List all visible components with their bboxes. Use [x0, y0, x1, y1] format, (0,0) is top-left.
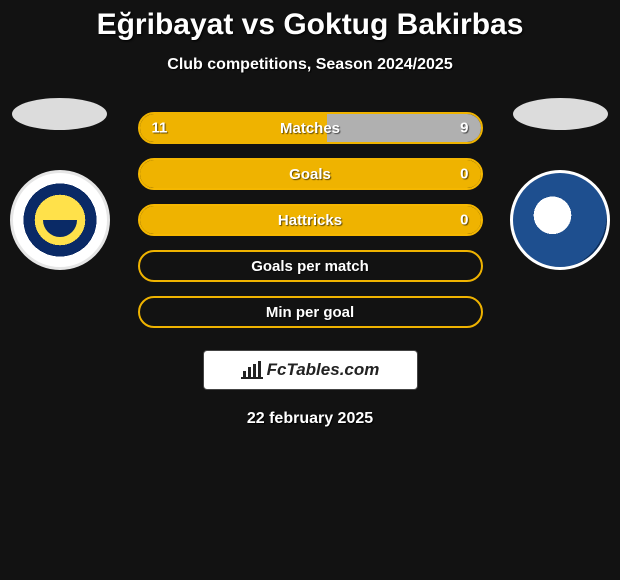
player-left-silhouette	[12, 98, 107, 130]
stats-area: 11 Matches 9 Goals 0 Hattricks 0 Goa	[0, 112, 620, 428]
stat-value-right: 0	[460, 166, 468, 183]
stat-value-right: 9	[460, 120, 468, 137]
bar-chart-icon	[241, 361, 263, 379]
page-title: Eğribayat vs Goktug Bakirbas	[0, 8, 620, 42]
stat-rows: 11 Matches 9 Goals 0 Hattricks 0 Goa	[138, 112, 483, 328]
stat-value-left: 11	[152, 120, 168, 137]
stat-label: Hattricks	[278, 212, 342, 229]
stat-fill-right	[327, 114, 480, 142]
stat-row-min-per-goal: Min per goal	[138, 296, 483, 328]
date-label: 22 february 2025	[0, 410, 620, 428]
stat-row-hattricks: Hattricks 0	[138, 204, 483, 236]
stat-label: Goals	[289, 166, 331, 183]
stat-value-right: 0	[460, 212, 468, 229]
club-badge-left-icon	[10, 170, 110, 270]
stat-row-goals: Goals 0	[138, 158, 483, 190]
brand-label: FcTables.com	[267, 360, 380, 380]
subtitle: Club competitions, Season 2024/2025	[0, 56, 620, 74]
stat-row-matches: 11 Matches 9	[138, 112, 483, 144]
stat-label: Min per goal	[266, 304, 354, 321]
stat-label: Goals per match	[251, 258, 369, 275]
stat-label: Matches	[280, 120, 340, 137]
player-right-silhouette	[513, 98, 608, 130]
stat-row-goals-per-match: Goals per match	[138, 250, 483, 282]
brand-box[interactable]: FcTables.com	[203, 350, 418, 390]
comparison-card: Eğribayat vs Goktug Bakirbas Club compet…	[0, 0, 620, 428]
club-badge-right-icon	[510, 170, 610, 270]
